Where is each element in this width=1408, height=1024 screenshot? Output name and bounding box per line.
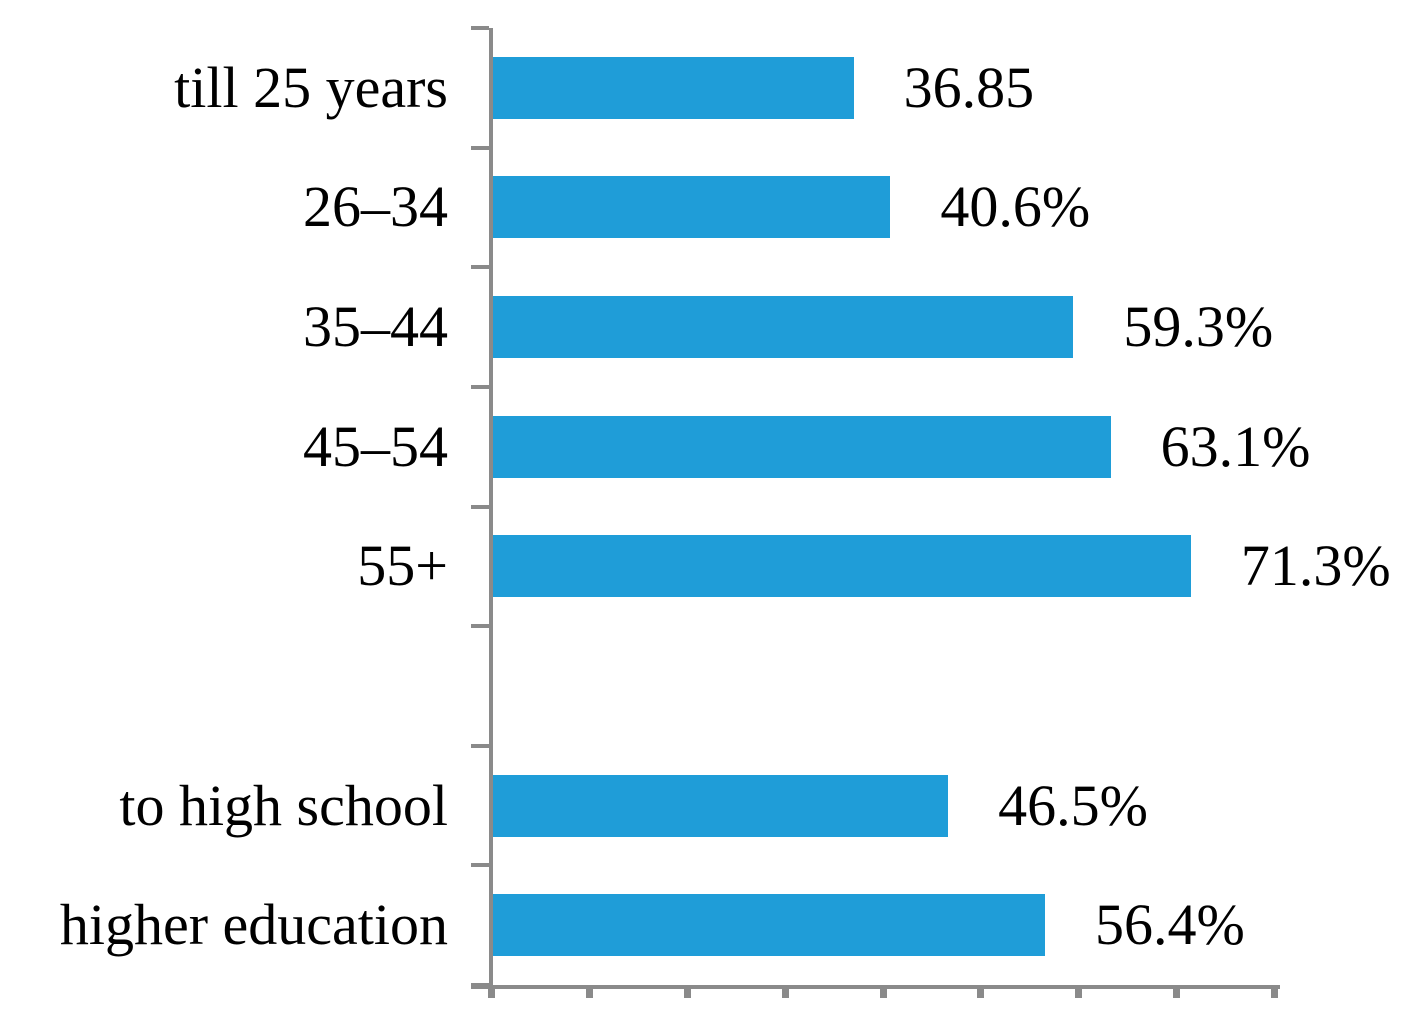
bar <box>493 415 1111 478</box>
category-label: to high school <box>119 772 448 838</box>
x-axis-tick <box>879 989 887 998</box>
chart-row: 26–34 40.6% <box>0 148 1408 268</box>
y-axis-tick <box>471 983 489 987</box>
category-label: till 25 years <box>174 54 448 120</box>
x-axis-line <box>471 985 1280 989</box>
bar <box>493 894 1045 957</box>
category-label: 45–54 <box>303 413 448 479</box>
bar <box>493 56 854 119</box>
x-axis-tick <box>1173 989 1181 998</box>
value-label: 46.5% <box>998 772 1148 838</box>
category-label: higher education <box>59 892 448 958</box>
value-label: 36.85 <box>903 54 1035 120</box>
chart-row: to high school 46.5% <box>0 746 1408 866</box>
value-label: 40.6% <box>940 174 1091 240</box>
category-label: 26–34 <box>303 174 448 240</box>
y-axis-tick <box>471 743 489 748</box>
x-axis-tick <box>1075 989 1083 998</box>
y-axis-line <box>489 28 493 989</box>
chart-row <box>0 626 1408 746</box>
bar <box>493 176 891 239</box>
chart-row: 45–54 63.1% <box>0 387 1408 507</box>
category-label <box>0 626 448 746</box>
y-axis-tick <box>471 863 489 868</box>
y-axis-tick <box>471 26 489 30</box>
bar <box>493 774 949 837</box>
value-label: 56.4% <box>1095 892 1245 958</box>
x-axis-tick <box>781 989 789 998</box>
x-axis-tick <box>1271 989 1278 998</box>
x-axis-tick <box>683 989 691 998</box>
bar <box>493 296 1074 359</box>
x-axis-tick <box>585 989 593 998</box>
x-axis-tick <box>488 989 495 998</box>
chart-row: 35–44 59.3% <box>0 267 1408 387</box>
x-axis-tick <box>977 989 985 998</box>
y-axis-tick <box>471 624 489 629</box>
value-label: 59.3% <box>1123 294 1274 360</box>
chart-row: higher education 56.4% <box>0 865 1408 985</box>
value-label: 63.1% <box>1160 413 1311 479</box>
chart-row: 55+ 71.3% <box>0 507 1408 627</box>
category-label: 55+ <box>357 533 448 599</box>
bar <box>493 535 1191 598</box>
y-axis-tick <box>471 265 489 270</box>
chart-row: till 25 years 36.85 <box>0 28 1408 148</box>
value-label: 71.3% <box>1240 533 1391 599</box>
y-axis-tick <box>471 504 489 509</box>
y-axis-tick <box>471 145 489 150</box>
y-axis-tick <box>471 384 489 389</box>
category-label: 35–44 <box>303 294 448 360</box>
